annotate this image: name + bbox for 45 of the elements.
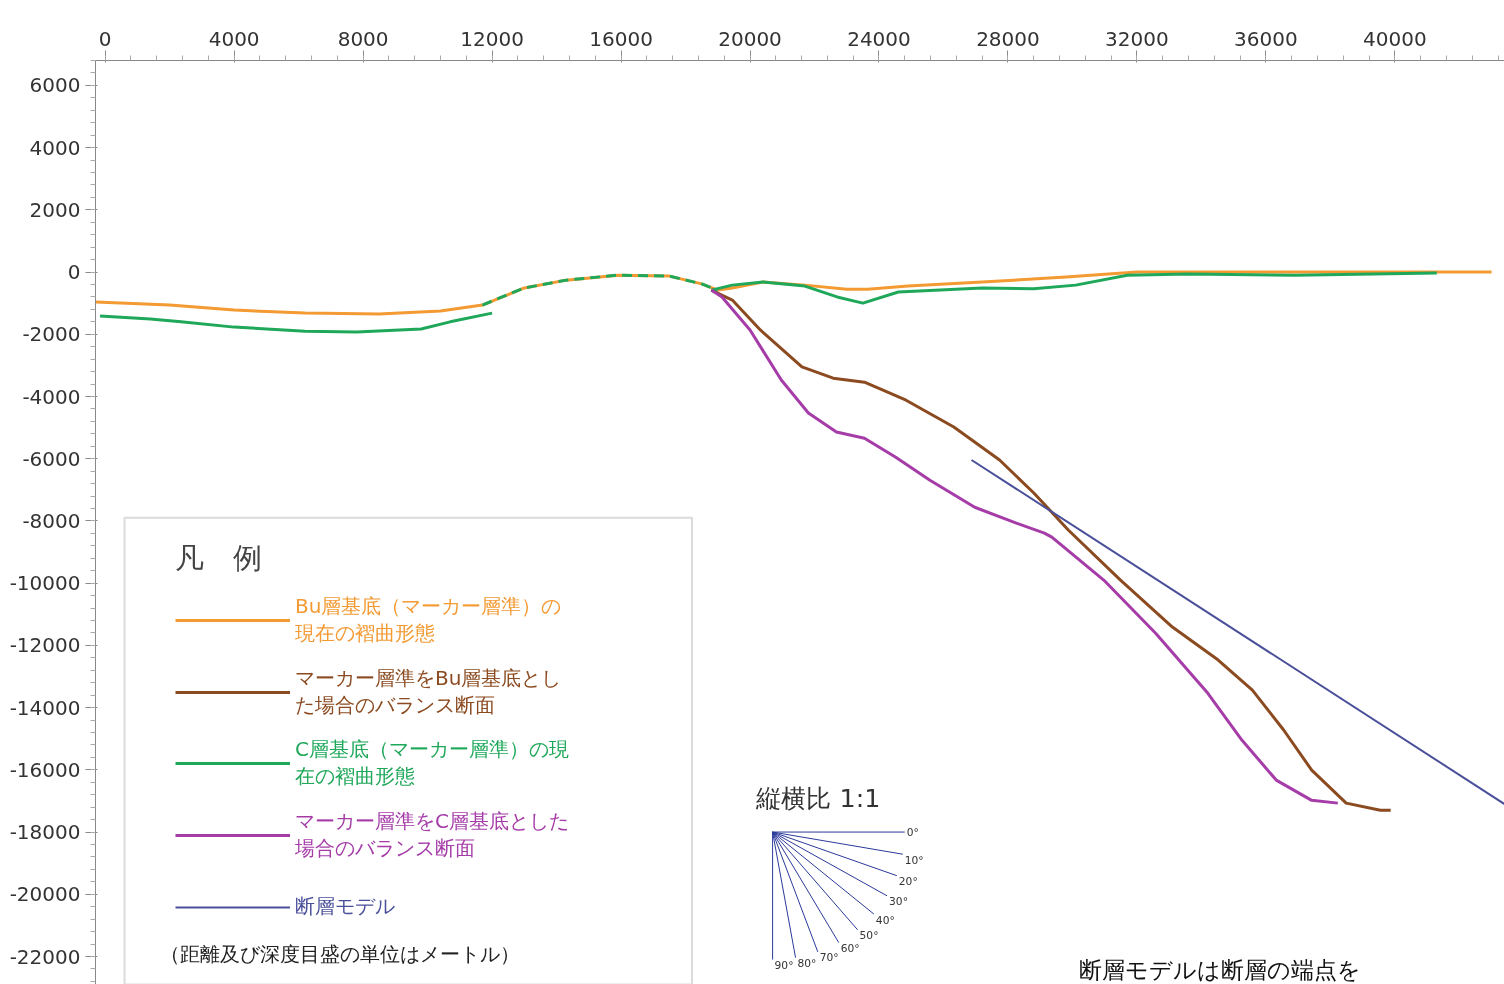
annotation: 60°: [840, 942, 860, 956]
annotation: 0°: [906, 825, 919, 839]
y-tick-label: 2000: [29, 197, 81, 222]
x-tick-label: 24000: [847, 26, 911, 51]
x-tick-label: 0: [98, 26, 112, 51]
legend-title: 凡 例: [175, 540, 263, 577]
y-tick-label: -8000: [22, 508, 81, 533]
annotation: （距離及び深度目盛の単位はメートル）: [159, 941, 520, 966]
y-tick-label: -14000: [9, 695, 81, 720]
x-tick-label: 16000: [589, 26, 653, 51]
annotation: 縦横比 1:1: [755, 783, 881, 814]
y-tick-label: 4000: [29, 135, 81, 160]
x-tick-label: 4000: [208, 26, 260, 51]
annotation: 70°: [819, 951, 839, 965]
y-tick-label: -2000: [22, 322, 81, 347]
y-tick-label: -16000: [9, 757, 81, 782]
text: マーカー層準をBu層基底とした場合のバランス断面: [295, 665, 562, 719]
annotation: 80°: [797, 957, 817, 971]
x-tick-label: 36000: [1234, 26, 1298, 51]
y-tick-label: -20000: [9, 882, 81, 907]
y-tick-label: -4000: [22, 384, 81, 409]
x-tick-label: 40000: [1363, 26, 1427, 51]
x-tick-label: 12000: [460, 26, 524, 51]
y-tick-label: 6000: [29, 73, 81, 98]
annotation: 40°: [875, 913, 895, 927]
annotation: 10°: [904, 853, 924, 867]
annotation: 50°: [859, 929, 879, 943]
annotation: 30°: [889, 895, 908, 909]
y-tick-label: 0: [67, 260, 81, 285]
y-tick-label: -6000: [22, 446, 81, 471]
text: マーカー層準をC層基底とした場合のバランス断面: [295, 808, 569, 862]
y-tick-label: -18000: [9, 820, 81, 845]
text: Bu層基底（マーカー層準）の現在の褶曲形態: [295, 593, 562, 647]
x-tick-label: 8000: [337, 26, 389, 51]
text: 断層モデル: [295, 893, 395, 920]
x-tick-label: 32000: [1105, 26, 1169, 51]
x-tick-label: 20000: [718, 26, 782, 51]
annotation: 20°: [898, 875, 918, 889]
y-tick-label: -22000: [9, 944, 81, 969]
y-tick-label: -10000: [9, 571, 81, 596]
annotation: 90°: [774, 959, 794, 973]
text: C層基底（マーカー層準）の現在の褶曲形態: [295, 736, 569, 790]
annotation: 断層モデルは断層の端点を: [1078, 956, 1361, 983]
x-tick-label: 28000: [976, 26, 1040, 51]
y-tick-label: -12000: [9, 633, 81, 658]
